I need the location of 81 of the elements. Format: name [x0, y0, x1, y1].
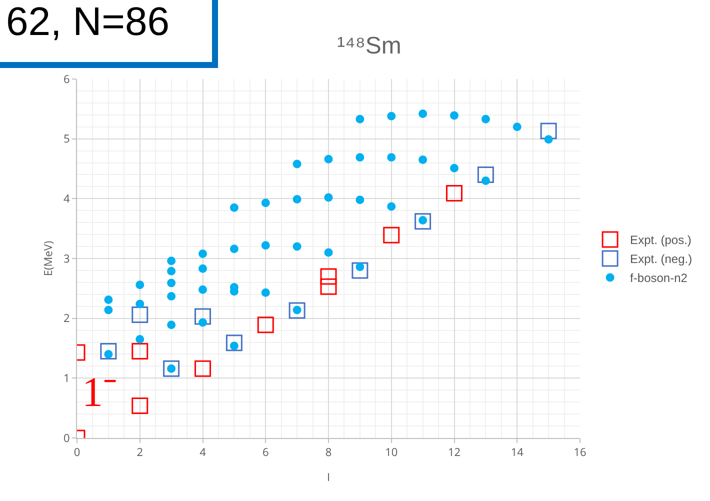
y-tick-label: 6: [64, 72, 70, 87]
point: [544, 135, 553, 144]
point: [418, 109, 428, 118]
point: [198, 264, 207, 273]
point: [194, 308, 211, 325]
x-tick-label: 6: [262, 445, 269, 460]
point: [226, 334, 242, 352]
point: [320, 268, 337, 285]
x-tick-label: 8: [325, 445, 332, 460]
point: [324, 248, 333, 257]
point: [292, 242, 302, 251]
point: [324, 154, 333, 164]
point: [136, 280, 144, 290]
chart-title: ¹⁴⁸Sm: [336, 32, 402, 60]
point: [418, 156, 428, 164]
point: [230, 244, 238, 254]
x-tick-label: 2: [136, 445, 144, 460]
point: [132, 342, 148, 360]
point: [320, 278, 337, 295]
y-tick-label: 4: [64, 192, 71, 207]
point: [194, 360, 211, 377]
y-axis-title: E(MeV): [41, 240, 56, 276]
point: [324, 193, 333, 202]
point: [512, 122, 522, 132]
text: 62, N=86: [0, 0, 218, 68]
x-tick-label: 4: [200, 445, 207, 460]
point: [104, 306, 113, 314]
x-tick-label: 12: [448, 445, 461, 460]
point: [477, 166, 494, 183]
point: [352, 262, 368, 279]
point: [132, 397, 148, 414]
point: [387, 202, 396, 211]
point: [292, 195, 302, 204]
point: [100, 342, 117, 360]
point: [356, 114, 364, 124]
point: [198, 249, 207, 258]
point: [136, 300, 144, 308]
point: [167, 320, 176, 330]
x-tick-label: 10: [385, 445, 398, 460]
x-tick-label: 16: [574, 445, 586, 460]
point: [136, 335, 144, 344]
point: [450, 111, 458, 120]
legend-label: Expt. (pos.): [630, 233, 692, 248]
point: [104, 296, 113, 304]
point: [540, 122, 557, 140]
point: [167, 266, 176, 276]
y-tick-label: 0: [64, 430, 70, 446]
point: [257, 316, 274, 334]
point: [292, 160, 302, 168]
point: [261, 198, 270, 208]
y-tick-label: 1: [64, 371, 70, 386]
point: [167, 278, 176, 288]
point: [481, 114, 490, 124]
point: [387, 153, 396, 162]
point: [383, 226, 400, 244]
legend-label: f-boson-n2: [630, 271, 688, 286]
annotation: 1⁻: [82, 370, 117, 416]
x-tick-label: 0: [74, 445, 80, 460]
point: [387, 112, 396, 120]
point: [356, 196, 364, 204]
point: [261, 241, 270, 250]
point: [198, 318, 207, 327]
point: [288, 302, 306, 319]
point: [167, 256, 176, 266]
point: [450, 164, 458, 172]
y-tick-label: 2: [64, 311, 70, 326]
point: [163, 360, 180, 377]
point: [167, 292, 176, 300]
point: [198, 285, 207, 294]
y-tick-label: 3: [64, 251, 70, 266]
point: [356, 153, 364, 162]
x-axis-title: I: [326, 470, 330, 485]
point: [132, 306, 148, 323]
point: [261, 288, 270, 297]
legend-label: Expt. (neg.): [630, 252, 692, 266]
point: [481, 176, 490, 185]
point: [230, 203, 238, 212]
point: [446, 185, 462, 202]
point: [414, 213, 432, 230]
y-tick-label: 5: [64, 132, 70, 147]
x-tick-label: 14: [510, 445, 524, 460]
